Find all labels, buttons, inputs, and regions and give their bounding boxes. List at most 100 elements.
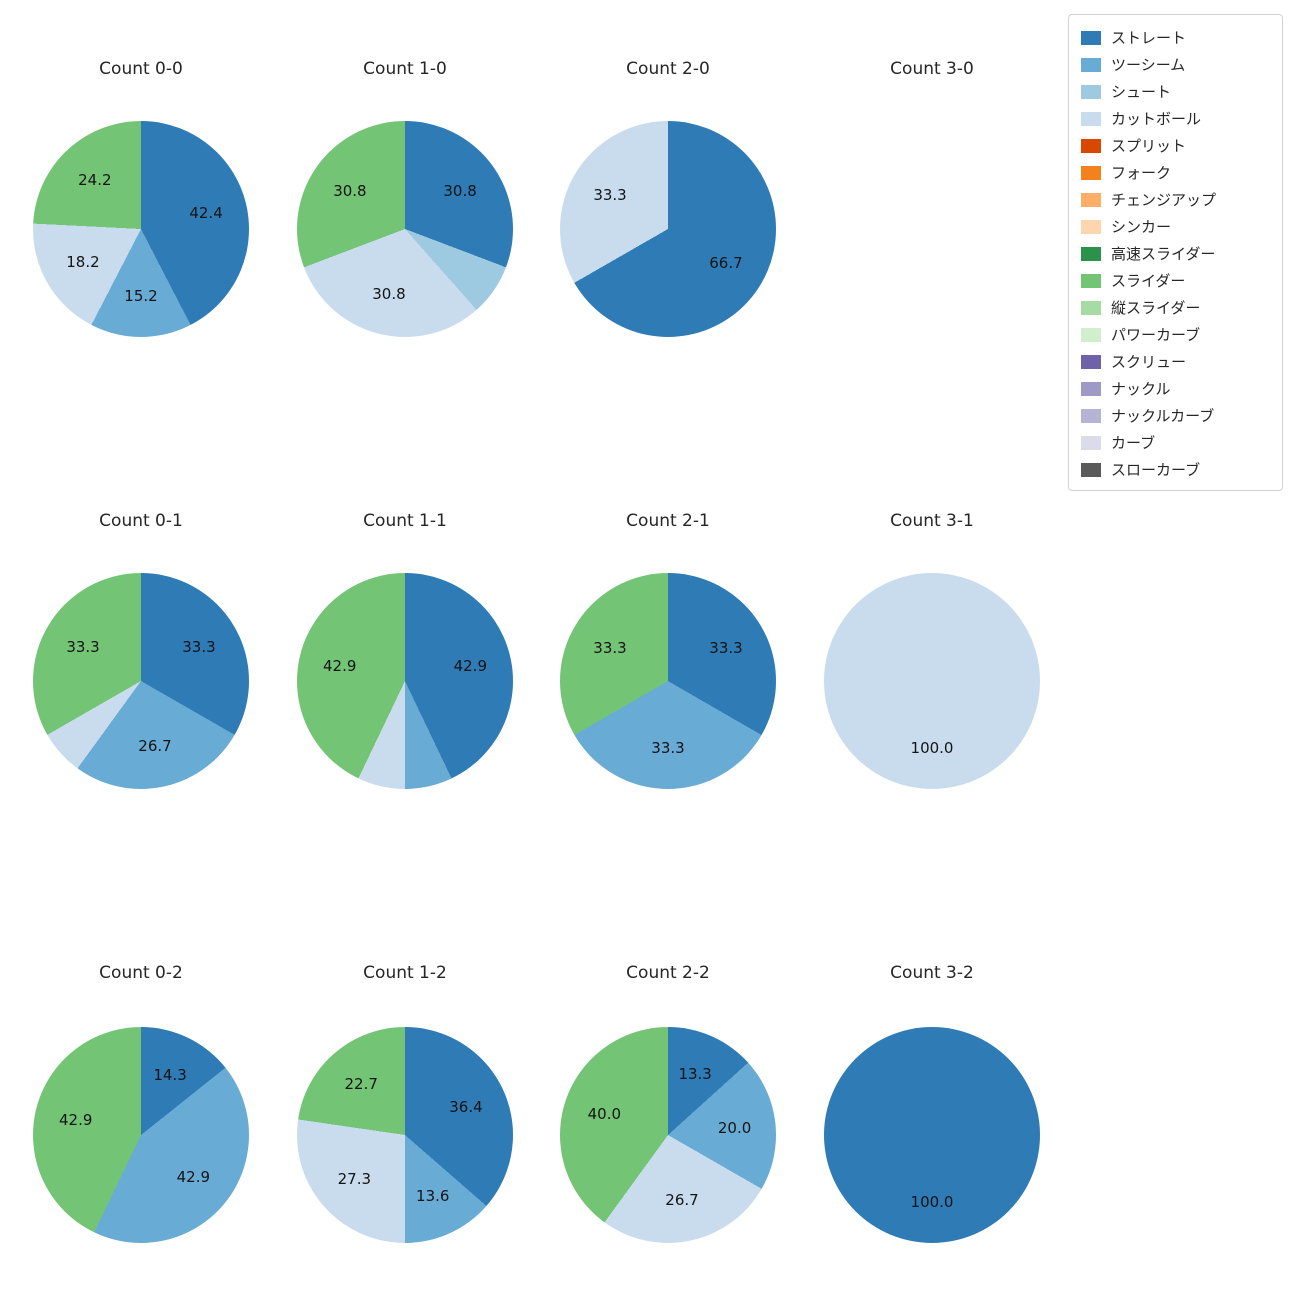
- legend-swatch: [1081, 138, 1101, 153]
- pie-slice-label: 42.9: [59, 1111, 93, 1130]
- legend-swatch: [1081, 408, 1101, 423]
- legend-item: シュート: [1081, 78, 1276, 105]
- legend-label: チェンジアップ: [1111, 191, 1217, 209]
- legend-item: ツーシーム: [1081, 51, 1276, 78]
- legend-swatch: [1081, 192, 1101, 207]
- pie-slice-label: 14.3: [153, 1065, 187, 1084]
- legend-swatch: [1081, 246, 1101, 261]
- chart-title: Count 2-2: [626, 963, 710, 983]
- pie-chart: 42.4 15.2 18.2 24.2: [33, 121, 249, 337]
- pie-slice-label: 20.0: [717, 1118, 752, 1137]
- pie-chart: 33.3 26.7 33.3: [33, 573, 249, 789]
- legend-label: ツーシーム: [1111, 56, 1186, 74]
- legend-item: 高速スライダー: [1081, 240, 1276, 267]
- legend-item: カーブ: [1081, 429, 1276, 456]
- pie-chart: 100.0: [824, 1027, 1040, 1243]
- pie-slice-label: 33.3: [182, 638, 216, 657]
- legend-label: シュート: [1111, 83, 1172, 101]
- pie-slice-label: 42.9: [453, 657, 487, 676]
- pie-slice-label: 15.2: [124, 286, 158, 305]
- chart-title: Count 3-1: [890, 511, 974, 531]
- legend-item: パワーカーブ: [1081, 321, 1276, 348]
- pie-slice-label: 30.8: [443, 181, 477, 200]
- legend-label: スクリュー: [1111, 353, 1187, 371]
- legend-swatch: [1081, 354, 1101, 369]
- pie-slice-label: 27.3: [337, 1169, 372, 1188]
- chart-title: Count 2-0: [626, 59, 710, 79]
- chart-title: Count 3-2: [890, 963, 974, 983]
- pie-slice-label: 33.3: [66, 638, 100, 657]
- legend-swatch: [1081, 273, 1101, 288]
- legend-swatch: [1081, 435, 1101, 450]
- pie-slice-label: 66.7: [709, 253, 743, 272]
- legend-item: シンカー: [1081, 213, 1276, 240]
- pie-slice-label: 18.2: [66, 253, 100, 272]
- legend-swatch: [1081, 165, 1101, 180]
- legend-item: スローカーブ: [1081, 456, 1276, 483]
- legend-label: スライダー: [1111, 272, 1186, 290]
- chart-title: Count 0-2: [99, 963, 183, 983]
- pie-chart: 66.7 33.3: [560, 121, 776, 337]
- legend-label: ストレート: [1111, 29, 1187, 47]
- legend-label: ナックル: [1111, 380, 1171, 398]
- pie-chart: 33.3 33.3 33.3: [560, 573, 776, 789]
- legend-label: ナックルカーブ: [1111, 407, 1215, 425]
- legend-item: 縦スライダー: [1081, 294, 1276, 321]
- pie-slice-label: 42.9: [176, 1167, 211, 1186]
- legend: ストレートツーシームシュートカットボール スプリットフォークチェンジアップシンカー…: [1068, 14, 1283, 491]
- legend-swatch: [1081, 300, 1101, 315]
- chart-title: Count 0-1: [99, 511, 183, 531]
- legend-item: スプリット: [1081, 132, 1276, 159]
- pie-chart: 36.4 13.6 27.3 22.7: [297, 1027, 513, 1243]
- legend-swatch: [1081, 111, 1101, 126]
- pie-chart: 30.8 30.8 30.8: [297, 121, 513, 337]
- legend-item: チェンジアップ: [1081, 186, 1276, 213]
- legend-label: カットボール: [1111, 110, 1202, 128]
- pie-slice-label: 26.7: [665, 1191, 699, 1210]
- legend-label: 縦スライダー: [1111, 299, 1201, 317]
- pie-slice-label: 40.0: [587, 1105, 622, 1124]
- pie-slice-label: 24.2: [78, 171, 112, 190]
- pie-slice-label: 22.7: [344, 1075, 378, 1094]
- legend-item: ナックルカーブ: [1081, 402, 1276, 429]
- legend-swatch: [1081, 219, 1101, 234]
- legend-item: スクリュー: [1081, 348, 1276, 375]
- pie-slice-label: 33.3: [651, 738, 685, 757]
- pie-slice-label: 30.8: [372, 285, 406, 303]
- legend-swatch: [1081, 84, 1101, 99]
- chart-title: Count 3-0: [890, 59, 974, 79]
- pie-slice-label: 100.0: [910, 1192, 954, 1211]
- chart-title: Count 1-0: [363, 59, 447, 79]
- pie-slice-label: 26.7: [138, 737, 172, 756]
- pie-slice-label: 33.3: [709, 638, 743, 657]
- chart-title: Count 0-0: [99, 59, 183, 79]
- legend-swatch: [1081, 381, 1101, 396]
- legend-label: スプリット: [1111, 137, 1187, 155]
- pie-chart: 42.9 42.9: [297, 573, 513, 789]
- pie-slice-label: 42.4: [189, 204, 223, 223]
- pie-slice-label: 42.9: [322, 657, 357, 676]
- pie-chart: 13.3 20.0 26.7 40.0: [560, 1027, 776, 1243]
- legend-label: カーブ: [1111, 434, 1156, 452]
- chart-title: Count 2-1: [626, 511, 710, 531]
- pie-slice-label: 30.8: [333, 181, 367, 200]
- legend-swatch: [1081, 462, 1101, 477]
- pie-slice-label: 33.3: [593, 638, 627, 657]
- pie-slice-label: 36.4: [449, 1098, 483, 1117]
- legend-label: スローカーブ: [1111, 461, 1201, 479]
- chart-title: Count 1-2: [363, 963, 447, 983]
- legend-swatch: [1081, 327, 1101, 342]
- legend-swatch: [1081, 57, 1101, 72]
- pie-slice-label: 100.0: [910, 738, 954, 757]
- pie-slice-label: 13.3: [678, 1064, 712, 1083]
- pie-slice-label: 33.3: [593, 186, 627, 205]
- legend-item: ナックル: [1081, 375, 1276, 402]
- pie-chart: 100.0: [824, 573, 1040, 789]
- pie-chart: 14.3 42.9 42.9: [33, 1027, 249, 1243]
- legend-item: ストレート: [1081, 24, 1276, 51]
- chart-title: Count 1-1: [363, 511, 447, 531]
- legend-label: パワーカーブ: [1111, 326, 1201, 344]
- legend-label: 高速スライダー: [1111, 245, 1216, 263]
- legend-label: フォーク: [1111, 164, 1172, 182]
